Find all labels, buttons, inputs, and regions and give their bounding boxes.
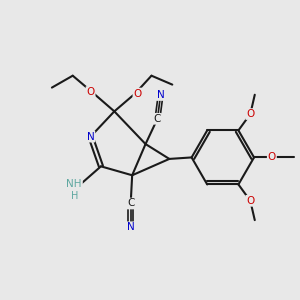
Text: O: O [246, 109, 254, 119]
Text: N: N [157, 90, 164, 100]
Text: NH: NH [67, 178, 82, 189]
Text: O: O [268, 152, 276, 162]
Text: O: O [86, 87, 95, 97]
Text: N: N [127, 222, 135, 232]
Text: N: N [87, 132, 94, 142]
Text: H: H [70, 191, 78, 201]
Text: O: O [134, 88, 142, 98]
Text: C: C [154, 114, 161, 124]
Text: O: O [246, 196, 254, 206]
Text: C: C [127, 199, 134, 208]
